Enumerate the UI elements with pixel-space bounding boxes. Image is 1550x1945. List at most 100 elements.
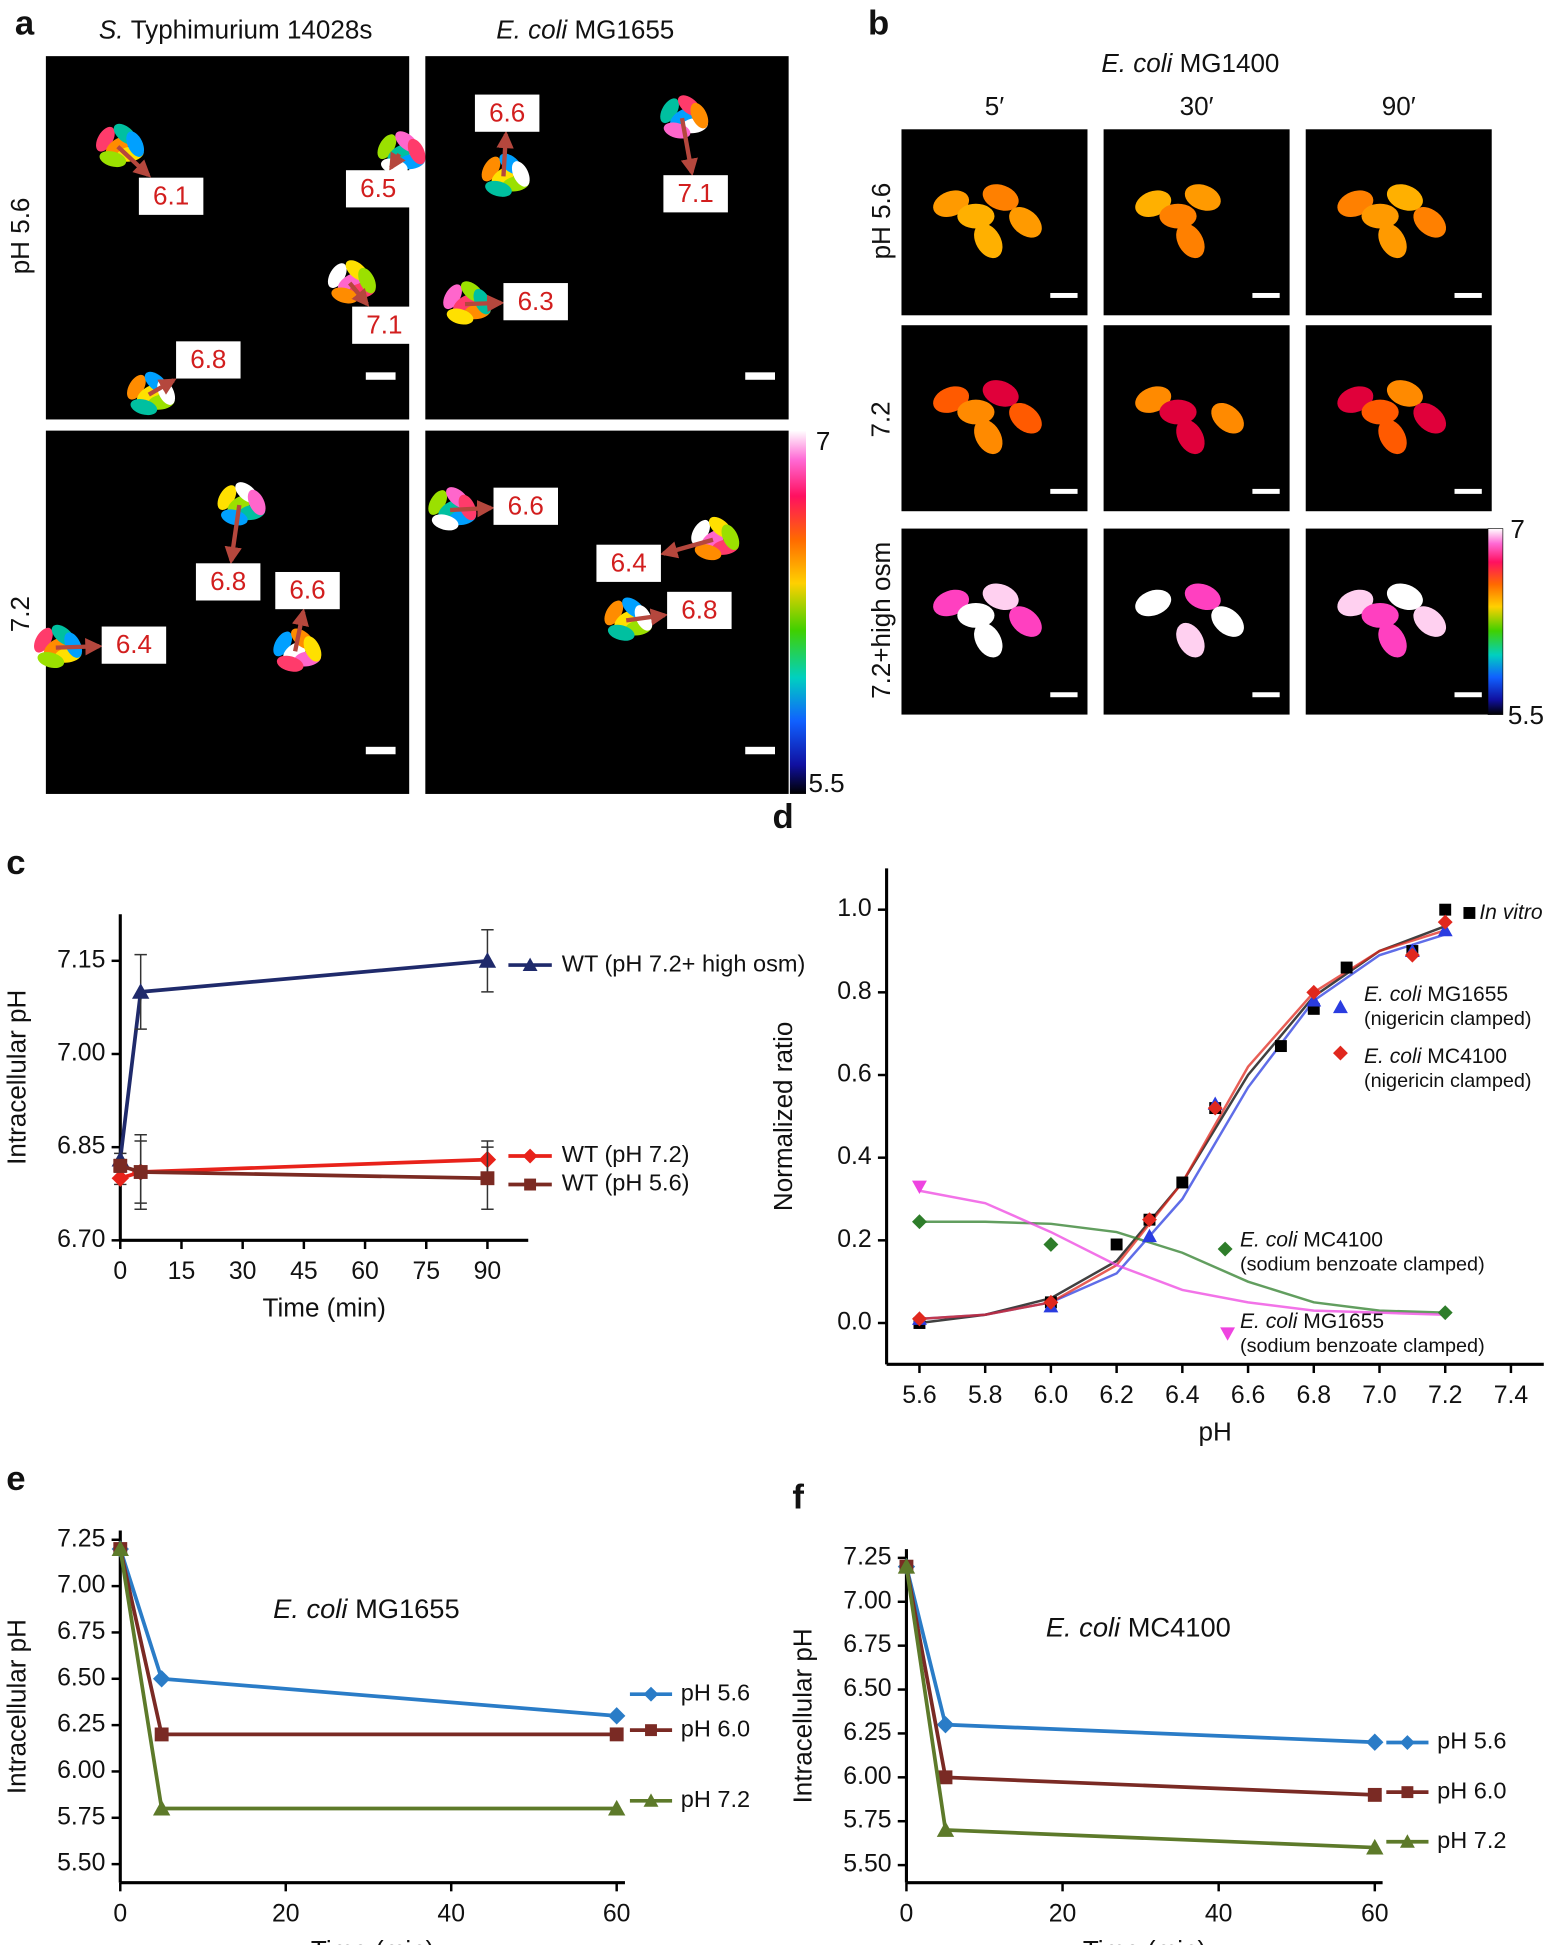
y-tick-label: 5.50	[843, 1851, 891, 1878]
legend-note: (sodium benzoate clamped)	[1240, 1253, 1485, 1275]
cell	[1361, 602, 1399, 628]
cell	[485, 180, 512, 197]
y-axis-title: Normalized ratio	[768, 1022, 798, 1212]
row-label: pH 5.6	[866, 183, 896, 260]
annotation-box	[474, 94, 540, 132]
cell	[982, 583, 1019, 611]
x-axis-title: Time (min)	[311, 1935, 434, 1945]
marker	[1340, 961, 1353, 974]
annotation: 6.4	[116, 629, 152, 659]
cell	[221, 509, 248, 526]
marker	[154, 1727, 169, 1742]
series-line	[118, 1548, 617, 1811]
annotation-box	[176, 341, 241, 379]
cell	[1361, 399, 1399, 425]
scale-bar	[1050, 692, 1078, 698]
row-label: 7.2	[5, 596, 35, 632]
panel-title-italic: E. coli	[1101, 48, 1173, 78]
micrograph	[901, 325, 1088, 512]
arrow	[679, 117, 698, 177]
cell	[1184, 184, 1221, 211]
cell	[1361, 203, 1399, 229]
series-line	[118, 1548, 617, 1718]
column-header: 90′	[1382, 91, 1416, 121]
annotation-box	[503, 283, 568, 321]
cell	[303, 636, 322, 662]
annotation-box	[101, 626, 167, 664]
legend-note: (nigericin clamped)	[1364, 1008, 1532, 1030]
marker	[522, 957, 538, 972]
cell	[694, 544, 722, 561]
cell	[130, 399, 158, 416]
legend-label: WT (pH 7.2+ high osm)	[562, 950, 806, 976]
x-axis-title: Time (min)	[1083, 1935, 1206, 1945]
scale-bar	[745, 372, 775, 380]
chart-title-italic: E. coli	[273, 1593, 348, 1624]
marker	[111, 1540, 129, 1556]
arrow	[496, 130, 514, 177]
scale-bar	[1050, 292, 1078, 298]
series-line	[904, 1566, 1375, 1745]
cell	[982, 380, 1019, 407]
annotation: 7.1	[678, 178, 714, 208]
cell	[331, 287, 359, 304]
scale-bar	[1454, 488, 1482, 494]
legend-label: E. coli MG1655	[1240, 1310, 1384, 1333]
annotation: 6.8	[190, 344, 226, 374]
legend-label: E. coli MG1655	[1364, 982, 1508, 1005]
cell	[721, 524, 740, 551]
legend-label: In vitro	[1479, 901, 1543, 924]
micrograph	[45, 430, 410, 794]
marker	[1463, 907, 1476, 919]
x-tick-label: 90	[474, 1258, 502, 1285]
legend-label: pH 5.6	[1437, 1728, 1506, 1754]
micrograph	[901, 528, 1088, 715]
x-tick-label: 7.0	[1362, 1382, 1396, 1409]
y-tick-label: 7.00	[843, 1587, 891, 1614]
y-tick-label: 7.00	[57, 1040, 105, 1067]
arrow	[224, 504, 242, 565]
x-tick-label: 6.4	[1165, 1382, 1200, 1409]
y-tick-label: 7.00	[57, 1572, 105, 1599]
annotation: 6.1	[153, 180, 189, 210]
marker	[936, 1821, 955, 1837]
annotation-box	[352, 306, 417, 344]
marker	[1333, 999, 1348, 1014]
series-line	[904, 1566, 1375, 1797]
cell	[957, 399, 995, 425]
cell	[974, 622, 1003, 658]
panel-label: d	[773, 798, 794, 836]
cell	[982, 184, 1019, 211]
cell	[358, 267, 376, 294]
legend-label: WT (pH 5.6)	[562, 1170, 690, 1196]
cell	[1184, 583, 1221, 611]
cell	[247, 489, 266, 516]
legend-label: E. coli MC4100	[1240, 1228, 1383, 1251]
marker	[1401, 1786, 1414, 1799]
colorbar-label: 5.5	[808, 768, 844, 798]
y-tick-label: 0.8	[837, 978, 871, 1005]
cell	[1009, 606, 1042, 637]
y-tick-label: 0.6	[837, 1061, 871, 1088]
annotation-box	[195, 563, 261, 601]
legend-label: pH 6.0	[681, 1715, 750, 1741]
annotation-box	[493, 487, 558, 525]
marker	[1110, 1238, 1123, 1251]
x-tick-label: 20	[1049, 1900, 1077, 1927]
micrograph	[1103, 528, 1290, 715]
legend-label-italic: E. coli	[1364, 982, 1423, 1005]
annotation-box	[275, 571, 340, 610]
colorbar	[789, 430, 806, 794]
legend-label-italic: E. coli	[1240, 1228, 1299, 1251]
scale-bar	[365, 372, 396, 380]
x-tick-label: 6.0	[1034, 1382, 1068, 1409]
x-tick-label: 20	[272, 1900, 300, 1927]
y-tick-label: 0.4	[837, 1143, 872, 1170]
cell	[407, 138, 426, 165]
scale-bar	[1252, 692, 1280, 698]
annotation-box	[596, 544, 661, 582]
panel-label: a	[15, 4, 35, 42]
x-tick-label: 60	[603, 1900, 631, 1927]
legend-label-italic: In vitro	[1479, 901, 1543, 924]
cell	[1211, 606, 1244, 637]
